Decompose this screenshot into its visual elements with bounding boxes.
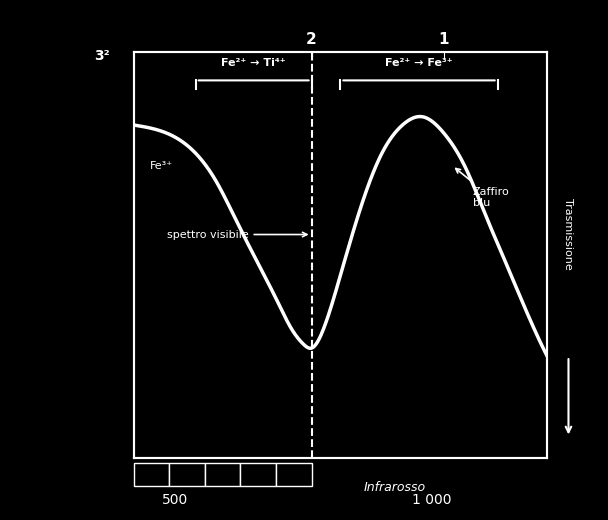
Text: Fe²⁺ → Fe³⁺: Fe²⁺ → Fe³⁺	[385, 58, 453, 68]
Text: 3²: 3²	[94, 49, 110, 63]
Text: O: O	[253, 468, 263, 481]
Text: spettro visibile: spettro visibile	[167, 229, 307, 240]
Text: Infrarosso: Infrarosso	[363, 482, 425, 495]
Text: Fe³⁺: Fe³⁺	[150, 161, 173, 171]
Text: Y: Y	[218, 468, 227, 481]
Text: R: R	[289, 468, 299, 481]
Text: 500: 500	[162, 493, 188, 508]
Text: B: B	[147, 468, 156, 481]
Text: Trasmissione: Trasmissione	[564, 198, 573, 270]
Text: 1 000: 1 000	[412, 493, 451, 508]
Text: Fe²⁺ → Ti⁴⁺: Fe²⁺ → Ti⁴⁺	[221, 58, 286, 68]
Text: G: G	[182, 468, 192, 481]
Text: Zaffiro
blu: Zaffiro blu	[456, 168, 510, 208]
